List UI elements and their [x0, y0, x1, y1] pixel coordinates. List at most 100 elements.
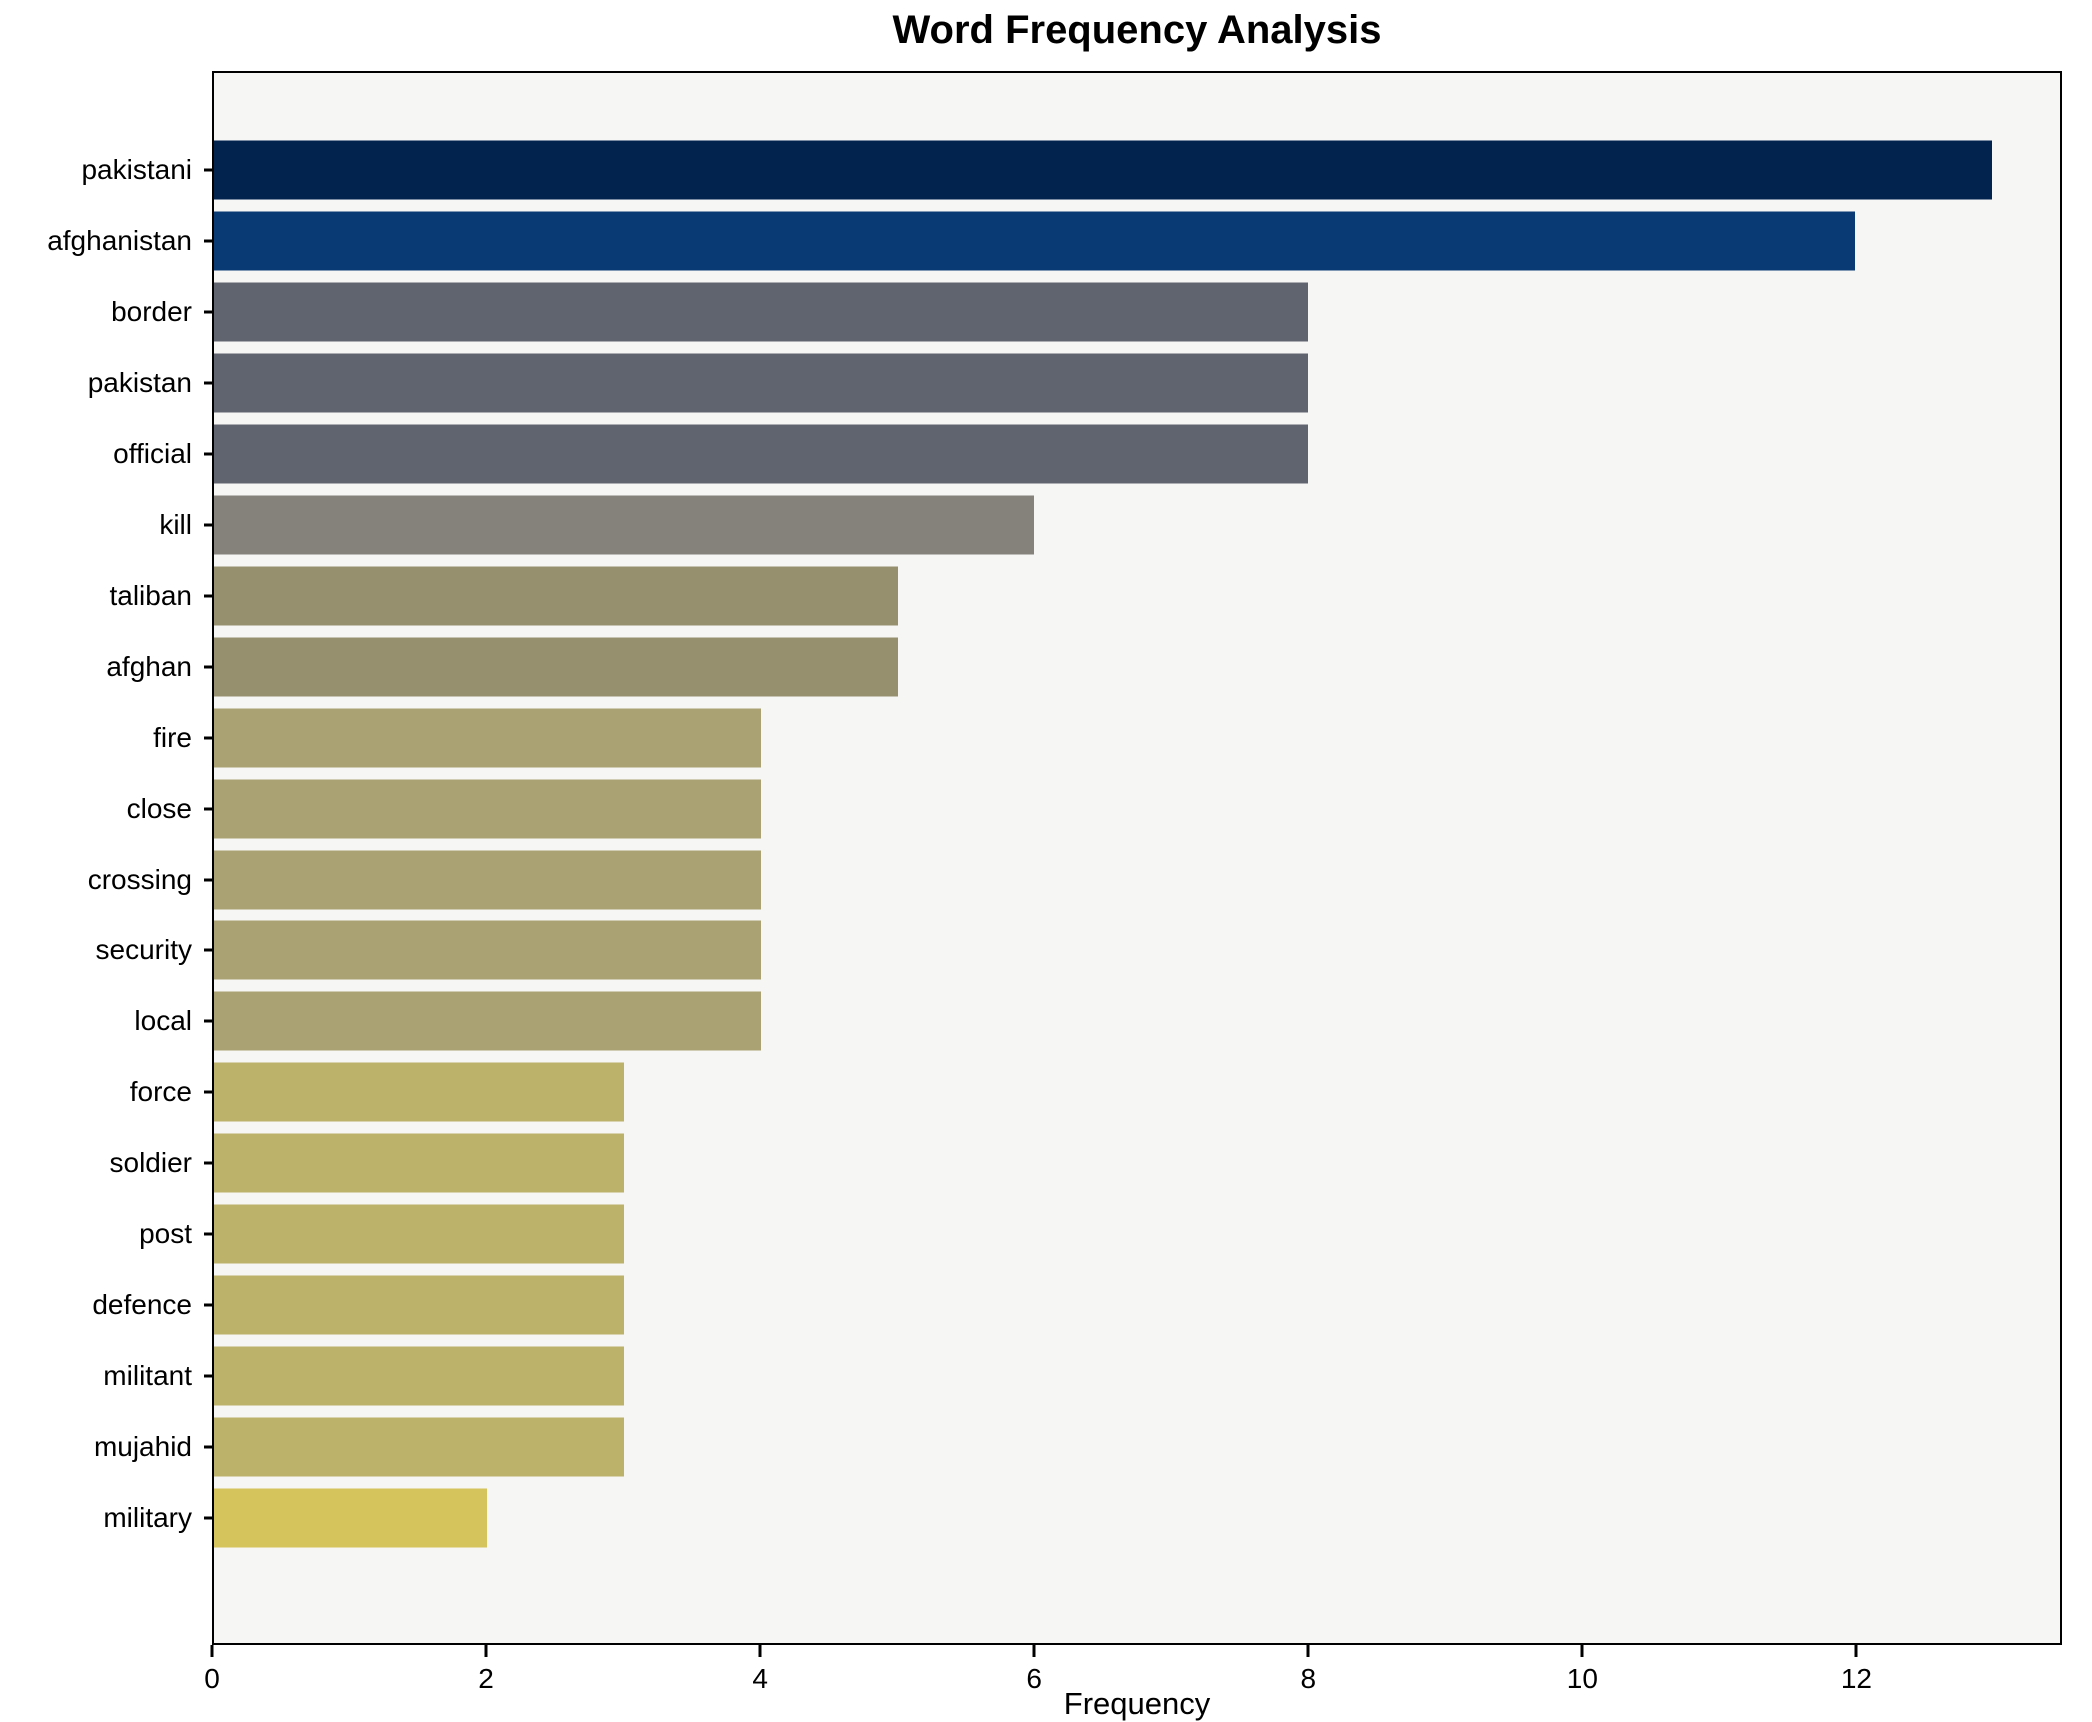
x-tick-label: 12: [1840, 1663, 1873, 1694]
bar-row: border: [111, 277, 2060, 348]
y-tick-label: afghanistan: [47, 225, 192, 257]
x-tick-mark: [210, 1645, 214, 1657]
x-tick-mark: [758, 1645, 762, 1657]
y-tick-mark: [204, 1090, 214, 1094]
bar-row: official: [113, 419, 2060, 490]
y-tick-label: official: [113, 438, 192, 470]
x-tick-label: 6: [1026, 1663, 1043, 1694]
bar-row: crossing: [88, 844, 2060, 915]
bar: [214, 1275, 625, 1335]
y-tick-label: kill: [159, 508, 192, 540]
y-tick-mark: [204, 878, 214, 882]
plot-area: pakistani afghanistan border pakistan offici…: [47, 71, 2062, 1645]
x-tick-label: 4: [752, 1663, 768, 1694]
bar-row: afghan: [106, 631, 2060, 702]
y-tick-mark: [204, 523, 214, 527]
y-tick-label: defence: [92, 1288, 192, 1320]
y-tick-label: military: [103, 1501, 192, 1533]
bar-row: militant: [103, 1340, 2060, 1411]
bar-row: close: [127, 773, 2060, 844]
bar: [214, 282, 1308, 342]
bar: [214, 1488, 488, 1548]
bar: [214, 708, 761, 768]
bar: [214, 566, 898, 626]
y-tick-label: pakistani: [81, 154, 192, 186]
bar-row: fire: [153, 702, 2060, 773]
y-tick-mark: [204, 310, 214, 314]
x-tick-label: 0: [204, 1663, 220, 1694]
bar: [214, 920, 761, 980]
y-tick-label: post: [139, 1218, 192, 1250]
y-tick-label: fire: [153, 721, 192, 753]
y-tick-mark: [204, 1161, 214, 1165]
y-tick-label: taliban: [109, 579, 192, 611]
y-tick-mark: [204, 1374, 214, 1378]
x-tick-mark: [484, 1645, 488, 1657]
bar-row: pakistani: [81, 135, 2060, 206]
y-tick-mark: [204, 1019, 214, 1023]
x-axis-label: Frequency: [1063, 1686, 1211, 1721]
bar-row: pakistan: [88, 348, 2060, 419]
x-tick-mark: [1580, 1645, 1584, 1657]
x-tick-label: 8: [1300, 1663, 1317, 1694]
y-tick-mark: [204, 807, 214, 811]
bar: [214, 211, 1855, 271]
y-tick-label: militant: [103, 1359, 192, 1391]
y-tick-label: border: [111, 296, 192, 328]
y-tick-label: close: [126, 792, 192, 824]
y-tick-label: force: [129, 1076, 192, 1108]
y-tick-mark: [204, 1232, 214, 1236]
y-tick-mark: [204, 665, 214, 669]
bar: [214, 637, 898, 697]
bar-row: security: [96, 915, 2060, 986]
y-tick-mark: [204, 948, 214, 952]
y-tick-label: crossing: [87, 863, 192, 895]
y-tick-mark: [204, 381, 214, 385]
bar: [214, 1417, 625, 1477]
bar: [214, 1062, 625, 1122]
y-tick-mark: [204, 168, 214, 172]
bar-row: post: [139, 1199, 2060, 1270]
bar-row: afghanistan: [47, 206, 2060, 277]
y-tick-mark: [204, 239, 214, 243]
x-tick-label: 10: [1566, 1663, 1598, 1694]
y-tick-label: mujahid: [93, 1430, 192, 1462]
y-tick-label: security: [95, 934, 192, 966]
x-tick-mark: [1032, 1645, 1036, 1657]
x-tick-mark: [1306, 1645, 1310, 1657]
bar-row: military: [103, 1482, 2060, 1553]
bar-row: soldier: [110, 1128, 2060, 1199]
bar: [214, 991, 761, 1051]
bar: [214, 1133, 625, 1193]
y-tick-label: afghan: [106, 650, 192, 682]
bar: [214, 850, 761, 910]
bar: [214, 353, 1308, 413]
y-tick-mark: [204, 452, 214, 456]
y-tick-label: local: [134, 1005, 192, 1037]
y-tick-mark: [204, 1303, 214, 1307]
y-tick-label: soldier: [109, 1147, 192, 1179]
y-tick-mark: [204, 594, 214, 598]
bar-row: mujahid: [94, 1411, 2060, 1482]
bar-row: local: [134, 986, 2060, 1057]
bar: [214, 424, 1308, 484]
bar-row: force: [130, 1057, 2060, 1128]
y-tick-mark: [204, 1516, 214, 1520]
x-axis: 0 2 4 6 8 10 12: [204, 1645, 2062, 1705]
bar: [214, 495, 1035, 555]
bars-container: pakistani afghanistan border pakistan offici…: [47, 73, 2060, 1643]
bar-row: kill: [159, 490, 2060, 561]
y-tick-mark: [204, 736, 214, 740]
x-tick-label: 2: [478, 1663, 494, 1694]
x-tick-mark: [1854, 1645, 1858, 1657]
y-tick-mark: [204, 1445, 214, 1449]
bar: [214, 1346, 625, 1406]
chart-title: Word Frequency Analysis: [892, 8, 1382, 52]
bar-row: taliban: [109, 560, 2060, 631]
bar: [214, 1204, 625, 1264]
bar: [214, 140, 1992, 200]
bar: [214, 779, 761, 839]
y-tick-label: pakistan: [87, 367, 192, 399]
bar-row: defence: [92, 1270, 2060, 1341]
